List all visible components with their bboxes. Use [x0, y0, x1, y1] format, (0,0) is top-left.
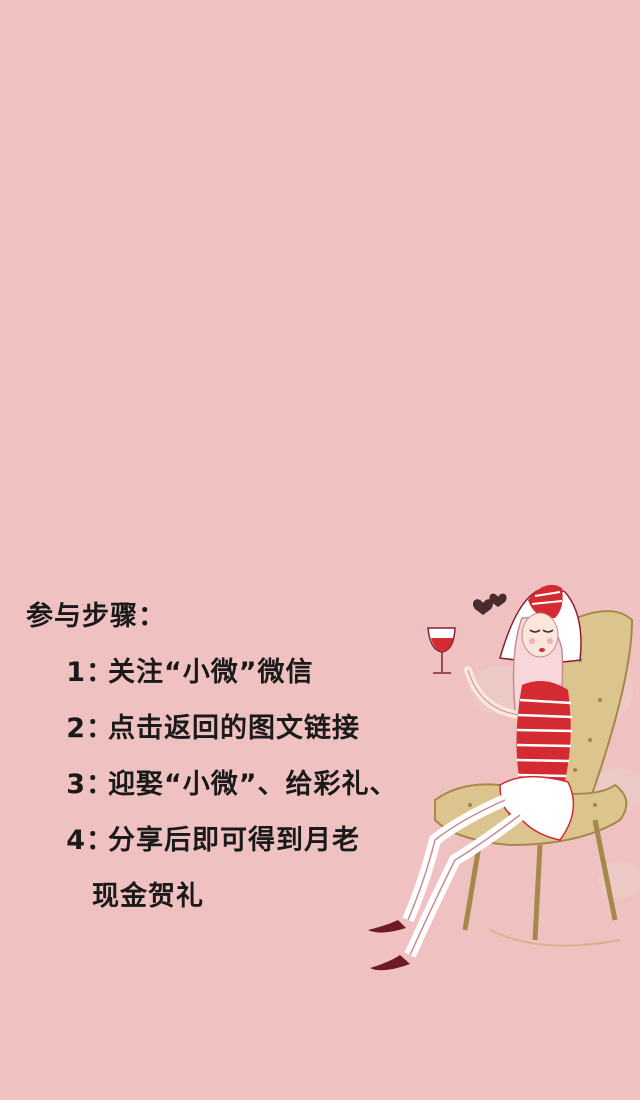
step-1: 1：关注“小微”微信 — [58, 650, 314, 689]
legs-icon — [402, 794, 524, 958]
step-separator: ： — [86, 713, 114, 744]
step-number: 1 — [66, 657, 86, 688]
steps-title: 参与步骤： — [26, 601, 166, 632]
step-3: 3：迎娶“小微”、给彩礼、 — [58, 762, 398, 801]
step-separator: ： — [86, 825, 114, 856]
face-icon — [521, 612, 559, 658]
step-text: 点击返回的图文链接 — [108, 713, 360, 744]
high-heel-shoe-icon — [368, 920, 410, 971]
step-separator: ： — [86, 657, 114, 688]
heart-icon — [473, 593, 507, 615]
wine-glass-icon — [427, 627, 456, 674]
step-text: 分享后即可得到月老 — [108, 825, 360, 856]
woman-with-wine-glass-illustration — [368, 584, 640, 971]
step-text: 迎娶“小微”、给彩礼、 — [108, 769, 398, 800]
step-number: 2 — [66, 713, 86, 744]
step-2: 2：点击返回的图文链接 — [58, 706, 360, 745]
step-text: 关注“小微”微信 — [108, 657, 314, 688]
step-4-continuation: 现金贺礼 — [92, 881, 204, 912]
step-4: 4：分享后即可得到月老 — [58, 818, 360, 857]
step-number: 3 — [66, 769, 86, 800]
step-separator: ： — [86, 769, 114, 800]
step-number: 4 — [66, 825, 86, 856]
striped-top-icon — [516, 681, 573, 788]
